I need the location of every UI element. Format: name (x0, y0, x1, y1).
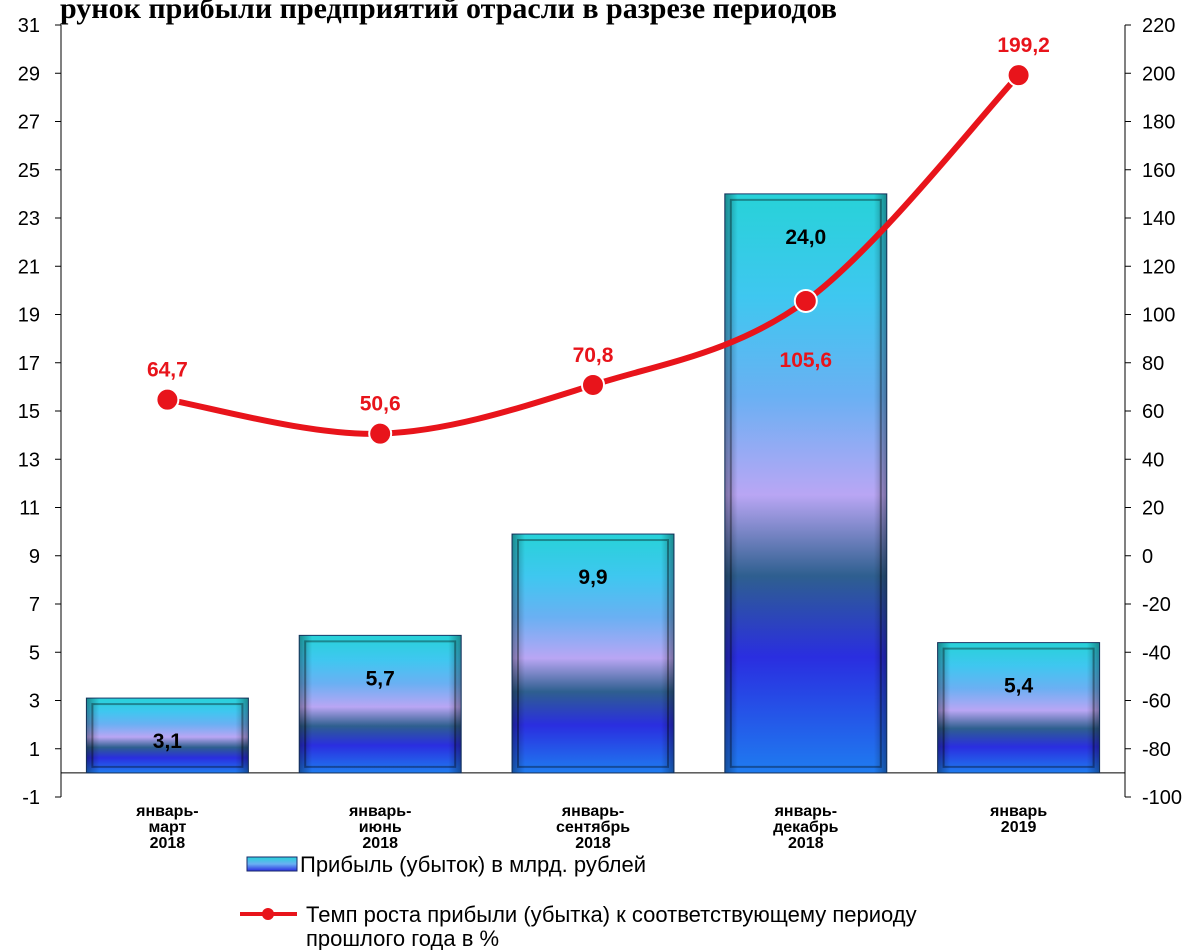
left-tick-label: 27 (18, 112, 40, 134)
right-tick-label: 200 (1142, 63, 1175, 85)
right-tick-label: 0 (1142, 546, 1153, 568)
right-tick-label: 100 (1142, 305, 1175, 327)
legend-line-marker (262, 908, 274, 920)
right-tick-label: 60 (1142, 401, 1164, 423)
right-tick-label: 140 (1142, 208, 1175, 230)
profit-bar-bevel (91, 703, 244, 768)
right-tick-label: -40 (1142, 642, 1171, 664)
chart-title: рунок прибыли предприятий отрасли в разр… (60, 0, 837, 25)
category-label: 2018 (150, 835, 186, 852)
left-tick-label: 11 (19, 498, 40, 520)
bar-value-label: 3,1 (153, 730, 183, 753)
profit-bar-bevel (729, 198, 882, 768)
left-tick-label: -1 (22, 787, 40, 809)
axes: -1135791113151719212325272931-100-80-60-… (18, 15, 1182, 809)
growth-value-label: 50,6 (360, 393, 401, 416)
left-tick-label: 15 (18, 401, 40, 423)
right-tick-label: 120 (1142, 256, 1175, 278)
profit-bar-shade (937, 642, 1100, 773)
growth-value-label: 64,7 (147, 359, 188, 382)
right-tick-label: 160 (1142, 160, 1175, 182)
left-tick-label: 5 (29, 642, 40, 664)
category-label: 2019 (1001, 819, 1037, 836)
left-tick-label: 1 (29, 739, 40, 761)
category-label: январь- (774, 803, 837, 820)
category-label: июнь (359, 819, 402, 836)
legend-bar-swatch (246, 856, 298, 872)
bar-value-label: 24,0 (785, 226, 826, 249)
category-label: 2018 (575, 835, 611, 852)
growth-point (793, 288, 818, 313)
category-label: декабрь (773, 819, 839, 836)
category-labels: январь-март2018январь-июнь2018январь-сен… (135, 803, 1047, 852)
profit-bar-shade (512, 534, 674, 773)
profit-bar-bevel (942, 647, 1095, 768)
profit-bar-shade (724, 193, 887, 773)
category-label: 2018 (788, 835, 824, 852)
legend: Прибыль (убыток) в млрд. рублей Темп рос… (240, 852, 917, 950)
category-label: сентябрь (556, 819, 630, 836)
category-label: март (148, 819, 186, 836)
profit-bar-shade (299, 635, 462, 773)
right-tick-label: 180 (1142, 112, 1175, 134)
right-tick-label: 20 (1142, 498, 1164, 520)
growth-point (581, 372, 605, 397)
profit-bar-bevel (304, 640, 457, 768)
legend-bar-label: Прибыль (убыток) в млрд. рублей (300, 852, 646, 877)
data-labels: 3,1 5,7 9,9 24,0 5,4 64,7 50,6 70,8 105,6 199,2 (147, 34, 1050, 753)
profit-bar-bevel (517, 539, 669, 768)
category-label: январь- (135, 803, 198, 820)
left-tick-label: 7 (29, 594, 40, 616)
bar-value-label: 5,4 (1004, 675, 1034, 698)
left-tick-label: 23 (18, 208, 40, 230)
growth-point (155, 387, 180, 412)
growth-line (155, 63, 1031, 446)
category-label: январь- (561, 803, 624, 820)
left-tick-label: 17 (18, 353, 40, 375)
left-tick-label: 19 (18, 305, 40, 327)
category-label: январь (989, 803, 1047, 820)
growth-line-path (164, 72, 1022, 437)
growth-value-label: 105,6 (780, 349, 833, 372)
right-tick-label: -20 (1142, 594, 1171, 616)
growth-value-label: 70,8 (573, 344, 614, 367)
growth-point (368, 421, 393, 446)
right-tick-label: 80 (1142, 353, 1164, 375)
left-tick-label: 3 (29, 691, 40, 713)
profit-bar-shade (86, 698, 249, 773)
legend-line-label-1: Темп роста прибыли (убытка) к соответств… (306, 902, 917, 927)
right-tick-label: -60 (1142, 691, 1171, 713)
right-tick-label: 220 (1142, 15, 1175, 37)
left-tick-label: 29 (18, 63, 40, 85)
category-label: январь- (348, 803, 411, 820)
growth-point (1006, 63, 1031, 88)
right-tick-label: -80 (1142, 739, 1171, 761)
legend-line-label-2: прошлого года в % (306, 926, 499, 950)
left-tick-label: 25 (18, 160, 40, 182)
left-tick-label: 9 (29, 546, 40, 568)
left-tick-label: 13 (18, 449, 40, 471)
right-tick-label: -100 (1142, 787, 1182, 809)
category-label: 2018 (362, 835, 398, 852)
bars (85, 193, 1101, 774)
bar-value-label: 5,7 (366, 667, 395, 690)
growth-value-label: 199,2 (997, 34, 1050, 57)
left-tick-label: 21 (18, 256, 40, 278)
left-tick-label: 31 (18, 15, 40, 37)
bar-value-label: 9,9 (578, 566, 607, 589)
right-tick-label: 40 (1142, 449, 1164, 471)
